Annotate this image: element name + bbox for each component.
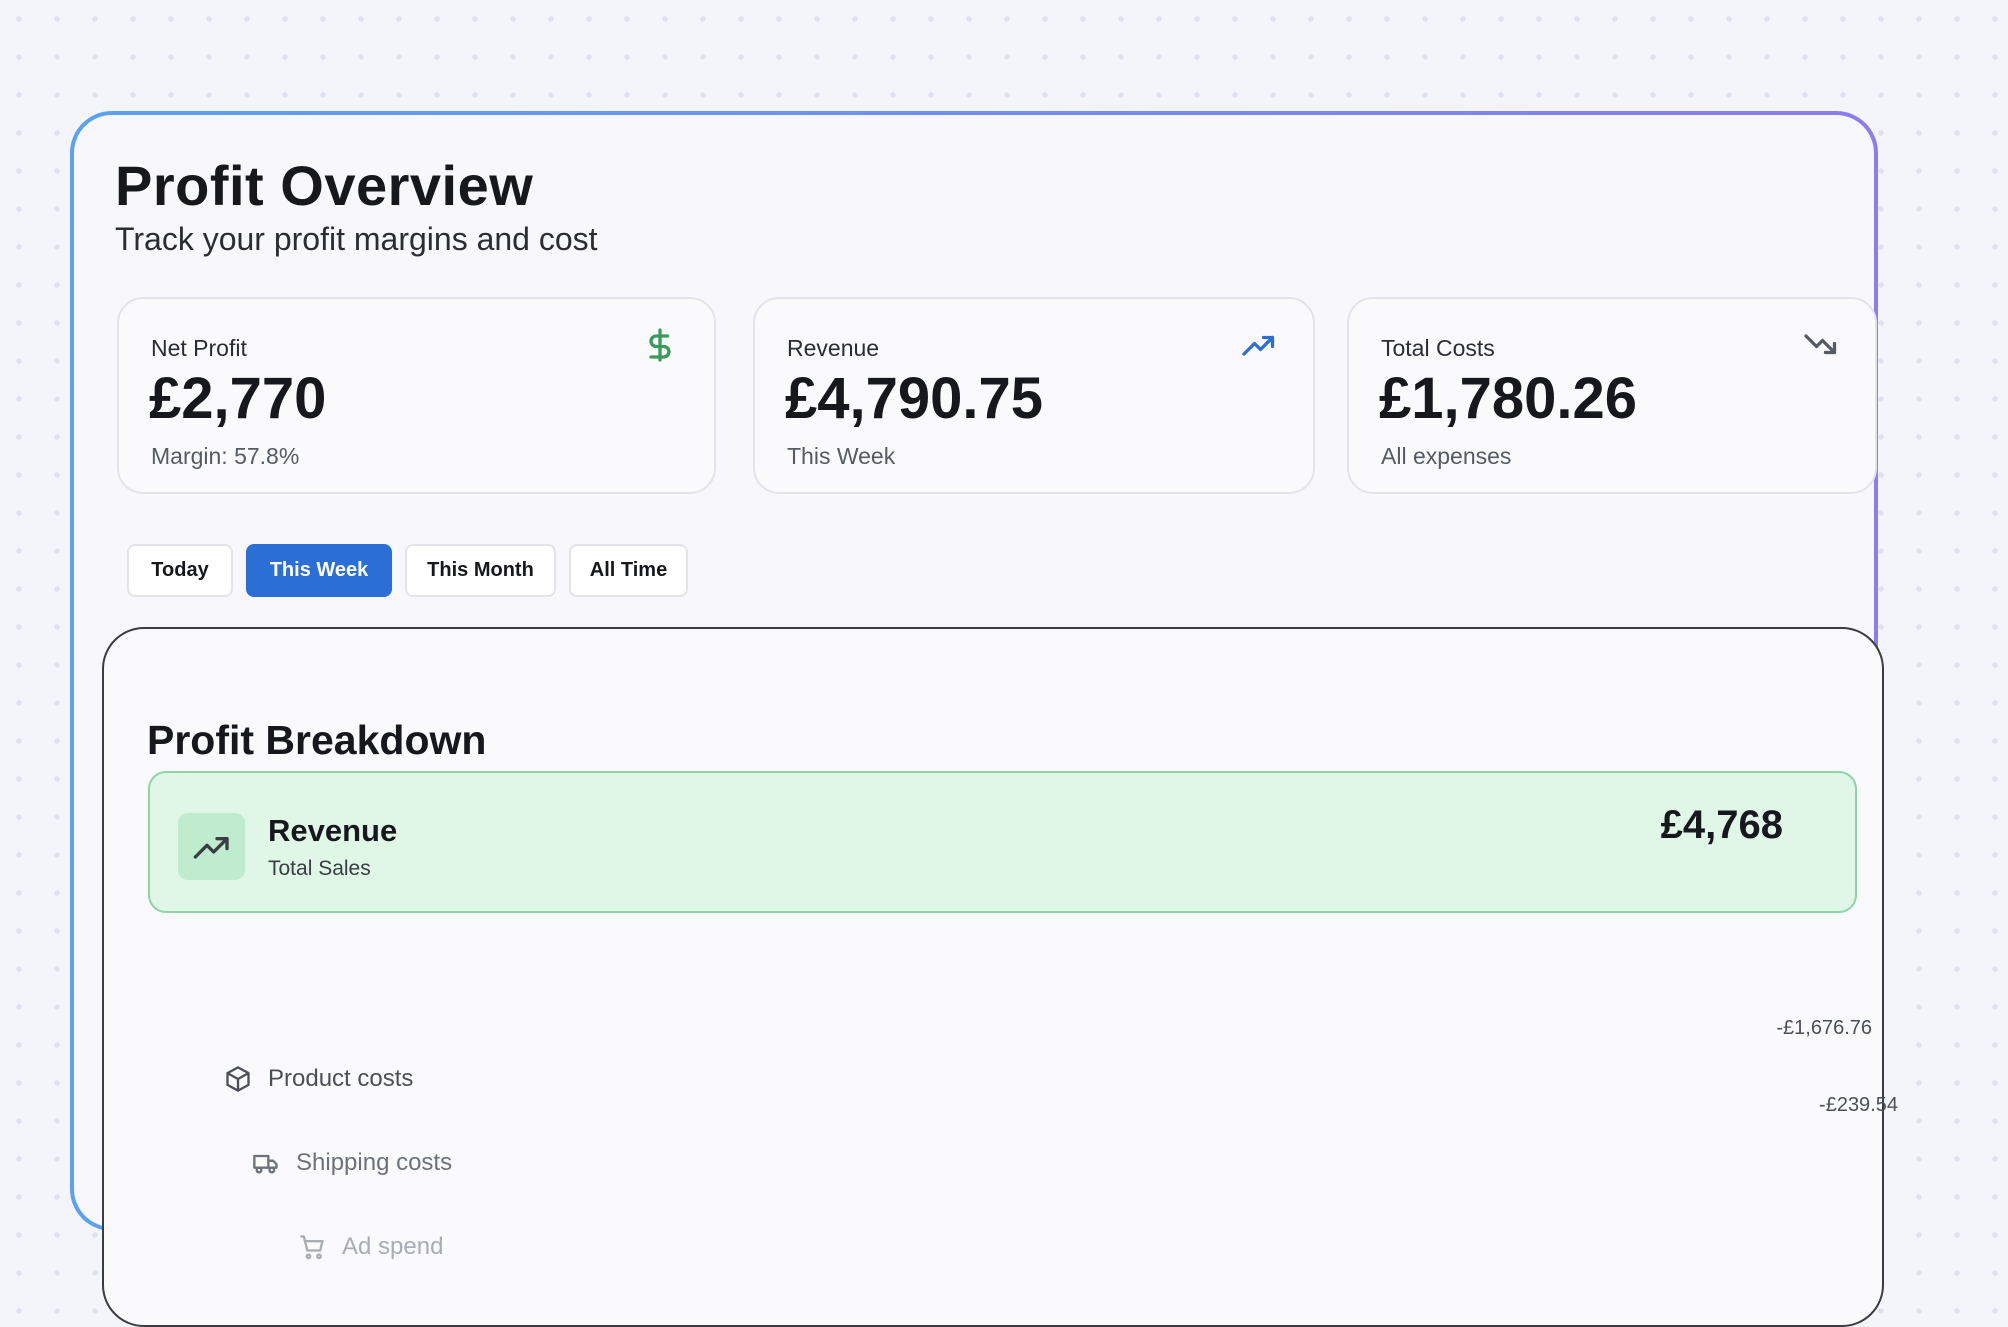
package-icon — [226, 1066, 250, 1092]
cost-row-product: Product costs — [224, 1065, 413, 1093]
filter-today[interactable]: Today — [127, 544, 233, 597]
filter-all-time[interactable]: All Time — [569, 544, 688, 597]
revenue-amount: £4,768 — [1660, 803, 1783, 847]
filter-this-month[interactable]: This Month — [405, 544, 556, 597]
revenue-sub: Total Sales — [268, 857, 371, 880]
trending-down-icon — [1804, 334, 1837, 355]
cost-row-ad-spend: Ad spend — [298, 1233, 443, 1261]
filter-this-week[interactable]: This Week — [246, 544, 392, 597]
stat-value: £4,790.75 — [785, 366, 1044, 431]
dollar-icon — [649, 328, 671, 362]
profit-breakdown-panel: Profit Breakdown Revenue Total Sales £4,… — [102, 627, 1898, 1327]
cart-icon — [300, 1235, 324, 1260]
stat-label: Net Profit — [151, 335, 247, 361]
stat-label: Revenue — [787, 335, 880, 361]
product-costs-amount: -£1,676.76 — [1776, 1017, 1872, 1039]
cost-label: Shipping costs — [296, 1149, 453, 1176]
stat-value: £2,770 — [149, 366, 327, 431]
stat-value: £1,780.26 — [1379, 366, 1638, 431]
shipping-costs-amount: -£239.54 — [1819, 1094, 1898, 1116]
stat-sub: All expenses — [1381, 443, 1512, 469]
stat-sub: Margin: 57.8% — [151, 443, 300, 469]
trending-up-icon — [178, 813, 245, 880]
stat-sub: This Week — [787, 443, 896, 469]
revenue-row: Revenue Total Sales £4,768 — [148, 771, 1857, 913]
truck-icon — [253, 1154, 278, 1174]
cost-row-shipping: Shipping costs — [252, 1149, 452, 1177]
page-title: Profit Overview — [115, 154, 534, 217]
stat-label: Total Costs — [1381, 335, 1495, 361]
cost-label: Product costs — [268, 1065, 414, 1092]
stat-card-revenue: Revenue £4,790.75 This Week — [753, 297, 1315, 494]
stat-card-total-costs: Total Costs £1,780.26 All expenses — [1347, 297, 1877, 494]
breakdown-title: Profit Breakdown — [147, 717, 487, 763]
profit-overview-card: Profit Overview Track your profit margin… — [70, 111, 1898, 1327]
trending-up-icon — [1242, 335, 1275, 356]
page-subtitle: Track your profit margins and cost — [115, 221, 598, 257]
revenue-label: Revenue — [268, 813, 398, 848]
stat-card-net-profit: Net Profit £2,770 Margin: 57.8% — [117, 297, 716, 494]
cost-label: Ad spend — [342, 1233, 444, 1260]
